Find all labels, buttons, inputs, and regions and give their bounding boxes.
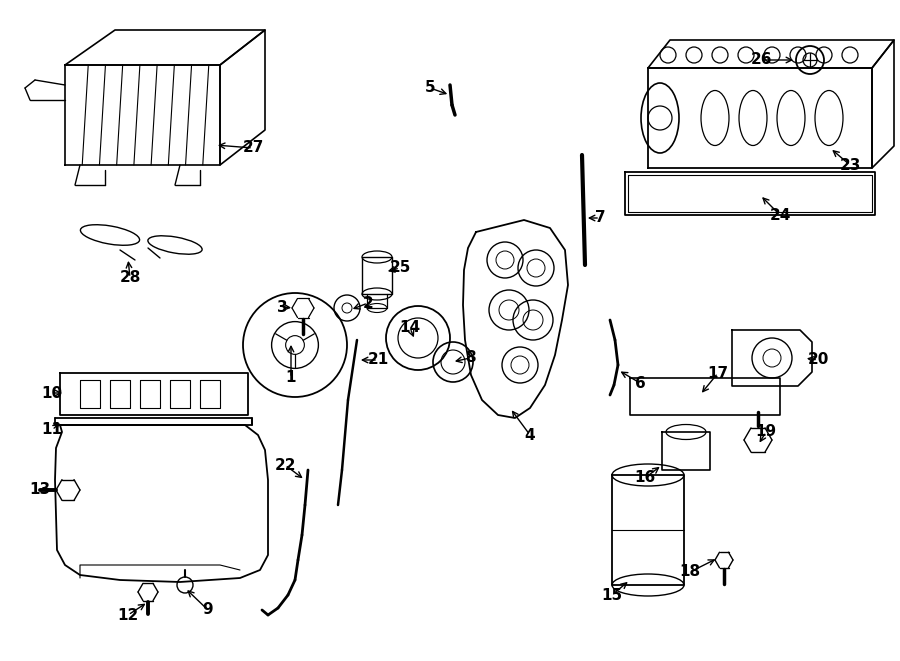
Text: 13: 13 bbox=[30, 483, 50, 498]
Text: 17: 17 bbox=[707, 366, 729, 381]
Text: 7: 7 bbox=[595, 210, 606, 225]
Text: 23: 23 bbox=[840, 157, 860, 173]
Text: 5: 5 bbox=[425, 81, 436, 95]
Text: 10: 10 bbox=[41, 385, 63, 401]
Text: 21: 21 bbox=[367, 352, 389, 368]
Text: 26: 26 bbox=[752, 52, 773, 67]
Text: 15: 15 bbox=[601, 588, 623, 602]
Text: 1: 1 bbox=[286, 371, 296, 385]
Text: 24: 24 bbox=[770, 208, 791, 223]
Text: 4: 4 bbox=[525, 428, 535, 442]
Text: 27: 27 bbox=[242, 141, 264, 155]
Text: 9: 9 bbox=[202, 602, 213, 617]
Text: 19: 19 bbox=[755, 424, 777, 440]
Text: 2: 2 bbox=[363, 295, 374, 311]
Text: 25: 25 bbox=[390, 260, 410, 276]
Text: 16: 16 bbox=[634, 471, 655, 485]
Text: 28: 28 bbox=[120, 270, 140, 286]
Text: 14: 14 bbox=[400, 321, 420, 336]
Text: 11: 11 bbox=[41, 422, 62, 438]
Text: 18: 18 bbox=[680, 564, 700, 580]
Text: 8: 8 bbox=[464, 350, 475, 366]
Text: 12: 12 bbox=[117, 607, 139, 623]
Text: 20: 20 bbox=[807, 352, 829, 368]
Text: 22: 22 bbox=[274, 457, 296, 473]
Text: 6: 6 bbox=[634, 375, 645, 391]
Text: 3: 3 bbox=[276, 299, 287, 315]
